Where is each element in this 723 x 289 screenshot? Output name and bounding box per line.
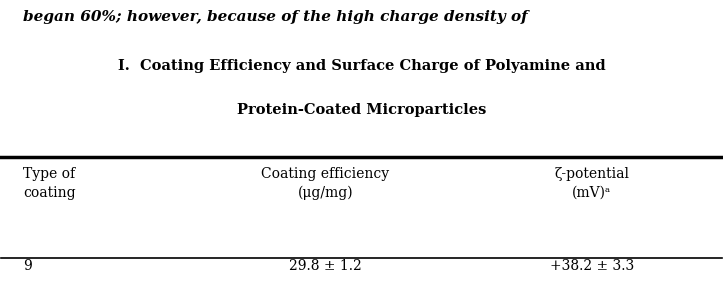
Text: I.  Coating Efficiency and Surface Charge of Polyamine and: I. Coating Efficiency and Surface Charge… xyxy=(118,59,605,73)
Text: ζ-potential
(mV)ᵃ: ζ-potential (mV)ᵃ xyxy=(555,167,630,200)
Text: 29.8 ± 1.2: 29.8 ± 1.2 xyxy=(289,259,362,273)
Text: 9: 9 xyxy=(23,259,32,273)
Text: Coating efficiency
(μg/mg): Coating efficiency (μg/mg) xyxy=(262,167,390,200)
Text: Protein-Coated Microparticles: Protein-Coated Microparticles xyxy=(237,103,486,117)
Text: Type of
coating: Type of coating xyxy=(23,167,76,200)
Text: +38.2 ± 3.3: +38.2 ± 3.3 xyxy=(550,259,634,273)
Text: began 60%; however, because of the high charge density of: began 60%; however, because of the high … xyxy=(23,10,528,24)
